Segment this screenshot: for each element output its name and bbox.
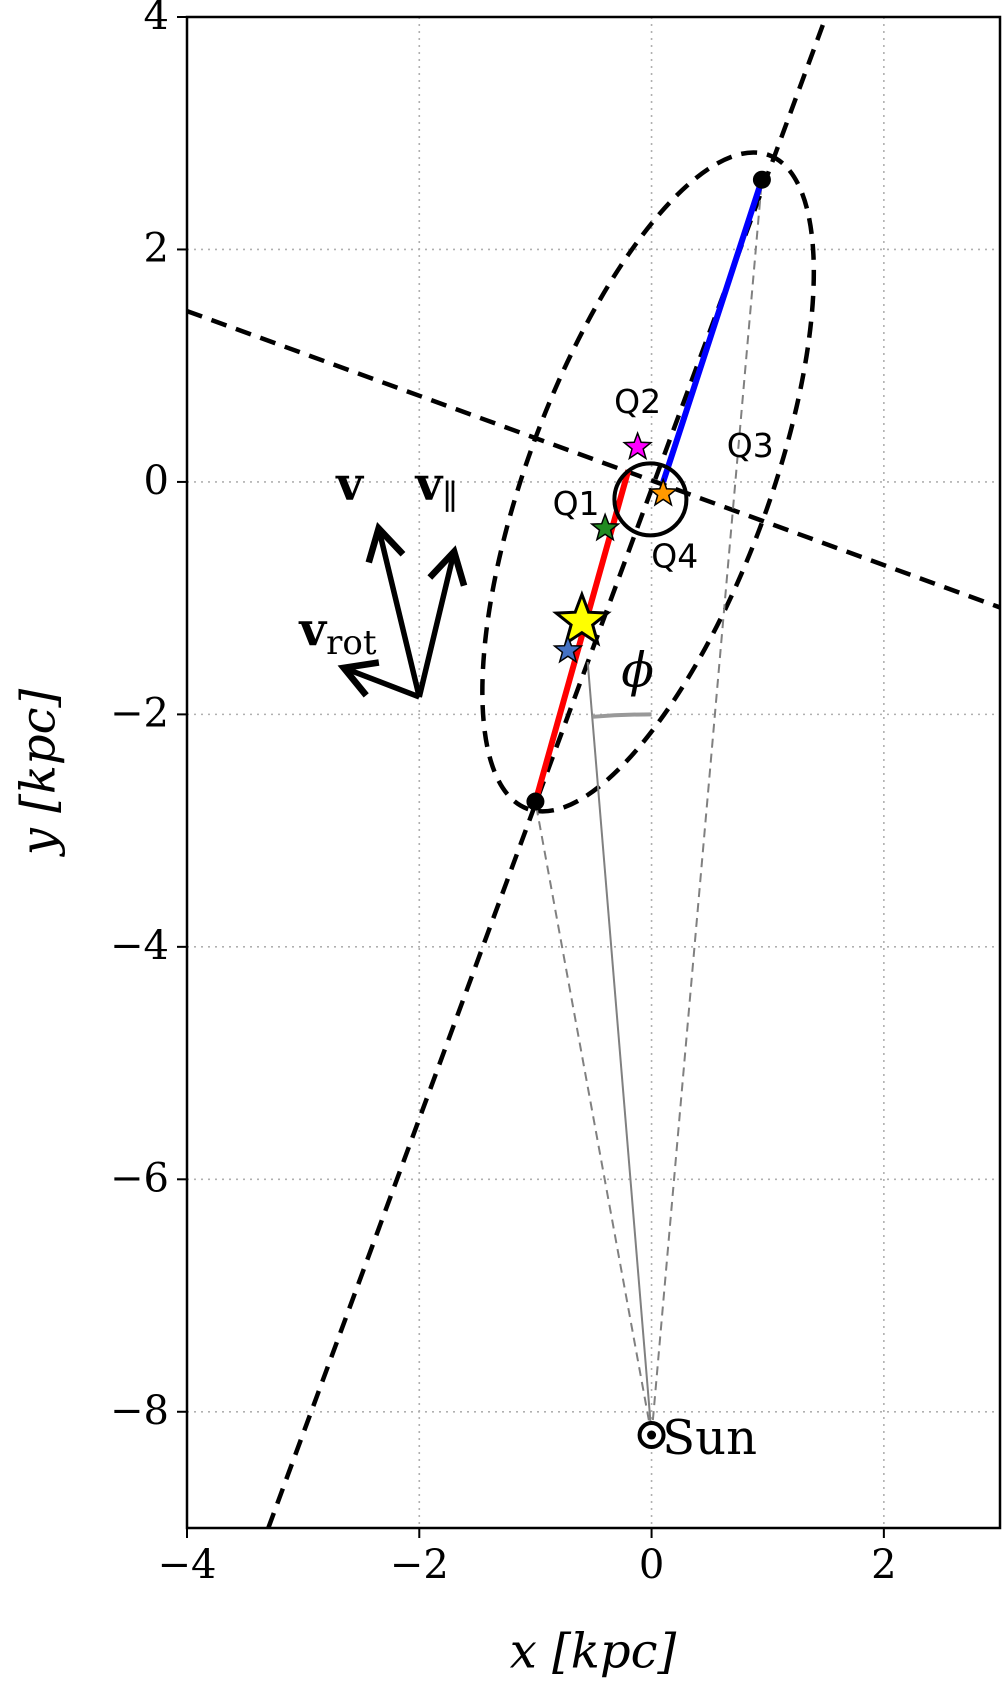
segment (266, 17, 828, 1528)
segment (534, 801, 653, 1436)
segment (187, 308, 1000, 610)
annotation-text: Q2 (614, 381, 661, 420)
x-tick-label: 2 (871, 1542, 896, 1588)
annotation-text: Q3 (727, 426, 774, 465)
annotation-text: Q1 (553, 484, 600, 523)
annotation: Q3 (727, 426, 774, 465)
annotation: Sun (662, 1409, 757, 1465)
y-tick-label: 0 (144, 458, 169, 504)
annotation: vrot (298, 602, 376, 663)
y-tick-label: −4 (110, 923, 169, 969)
annotation-text: Sun (662, 1409, 757, 1465)
annotation-text: v (414, 457, 443, 511)
y-tick-label: −2 (110, 690, 169, 736)
sun-dot (647, 1430, 657, 1440)
segment (650, 179, 763, 1436)
velocity-arrow (365, 521, 422, 698)
star-marker (552, 590, 612, 647)
segment (660, 178, 765, 483)
annotation: Q4 (651, 536, 698, 575)
velocity-arrow (337, 659, 421, 700)
bar-ellipse (480, 150, 817, 814)
endpoint (526, 792, 545, 811)
annotation-text: ϕ (621, 642, 654, 698)
annotation: v (335, 457, 364, 511)
annotation-text: Q4 (651, 536, 698, 575)
center-circle (612, 461, 689, 538)
segment (586, 661, 653, 1436)
sun-marker (637, 1421, 666, 1450)
y-tick-label: −8 (110, 1388, 169, 1434)
plot-frame (185, 15, 1002, 1530)
x-tick-label: −4 (158, 1542, 217, 1588)
annotation-subscript: ∥ (442, 478, 458, 518)
angle-arc (592, 712, 652, 719)
star-marker (647, 477, 679, 507)
star-marker (622, 430, 653, 461)
annotation: ϕ (621, 642, 654, 698)
y-tick-label: 4 (144, 0, 169, 39)
annotation-subscript: rot (326, 623, 377, 663)
annotation-text: v (298, 602, 327, 656)
x-tick-label: −2 (390, 1542, 449, 1588)
y-tick-label: 2 (144, 225, 169, 271)
star-marker (589, 512, 621, 542)
x-axis-label: x [kpc] (510, 1624, 677, 1680)
y-axis-label: y [kpc] (11, 688, 67, 857)
annotation: Q1 (553, 484, 600, 523)
y-tick-label: −6 (110, 1155, 169, 1201)
annotation-text: v (335, 457, 364, 511)
annotation: v∥ (414, 457, 457, 518)
x-tick-label: 0 (639, 1542, 664, 1588)
star-marker (552, 634, 584, 664)
annotation: Q2 (614, 381, 661, 420)
velocity-arrow (416, 545, 468, 698)
endpoint (752, 170, 771, 189)
